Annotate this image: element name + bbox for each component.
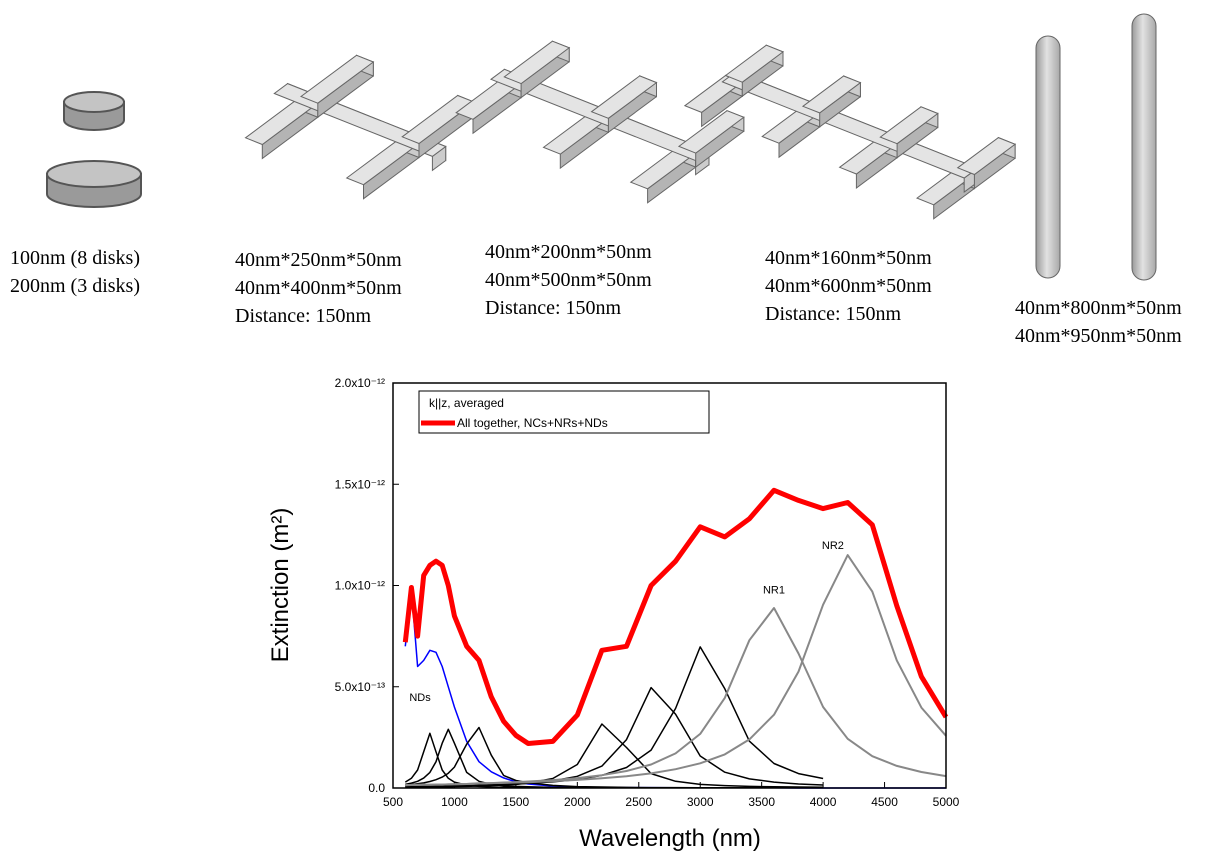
x-axis-label: Wavelength (nm)	[579, 825, 761, 852]
structure-label: 40nm*200nm*50nm	[485, 241, 652, 263]
plot-frame	[393, 383, 946, 788]
y-axis-label: Extinction (m²)	[267, 508, 294, 663]
disk	[64, 92, 124, 130]
y-tick-label: 0.0	[368, 781, 385, 795]
structure-label: 40nm*500nm*50nm	[485, 269, 652, 291]
series-line	[405, 490, 946, 743]
y-tick-label: 1.0x10⁻¹²	[335, 579, 385, 593]
series-line	[405, 608, 946, 785]
structure-label: 200nm (3 disks)	[10, 275, 140, 297]
structure-label: 40nm*600nm*50nm	[765, 275, 932, 297]
structure-label: 100nm (8 disks)	[10, 247, 140, 269]
structure-label: 40nm*400nm*50nm	[235, 277, 402, 299]
x-tick-label: 4500	[871, 795, 898, 809]
y-tick-label: 2.0x10⁻¹²	[335, 376, 385, 390]
x-tick-label: 1500	[503, 795, 530, 809]
page: 100nm (8 disks) 200nm (3 disks) 40nm*250nm…	[0, 0, 1220, 862]
x-tick-label: 1000	[441, 795, 468, 809]
structure-label: Distance: 150nm	[765, 303, 902, 325]
x-tick-label: 3500	[748, 795, 775, 809]
structure-label: 40nm*160nm*50nm	[765, 247, 932, 269]
rod	[1132, 14, 1156, 280]
structure-label: Distance: 150nm	[485, 297, 622, 319]
x-tick-label: 4000	[810, 795, 837, 809]
x-tick-label: 5000	[933, 795, 960, 809]
x-tick-label: 2000	[564, 795, 591, 809]
structure-label: Distance: 150nm	[235, 305, 372, 327]
series-line	[405, 647, 823, 787]
legend-label: All together, NCs+NRs+NDs	[457, 416, 608, 430]
annotation: NR2	[822, 540, 844, 552]
structure-label: 40nm*800nm*50nm	[1015, 297, 1182, 319]
legend-title: k||z, averaged	[429, 396, 504, 410]
x-tick-label: 500	[383, 795, 403, 809]
series-line	[405, 729, 823, 788]
figure: 100nm (8 disks) 200nm (3 disks) 40nm*250nm…	[0, 0, 1220, 862]
y-tick-label: 5.0x10⁻¹³	[335, 680, 385, 694]
x-tick-label: 3000	[687, 795, 714, 809]
annotation: NR1	[763, 585, 785, 597]
rod	[1036, 36, 1060, 278]
structure-label: 40nm*250nm*50nm	[235, 249, 402, 271]
x-tick-label: 2500	[625, 795, 652, 809]
y-tick-label: 1.5x10⁻¹²	[335, 477, 385, 491]
structure-label: 40nm*950nm*50nm	[1015, 325, 1182, 347]
annotation: NDs	[409, 692, 431, 704]
disk	[47, 161, 141, 207]
